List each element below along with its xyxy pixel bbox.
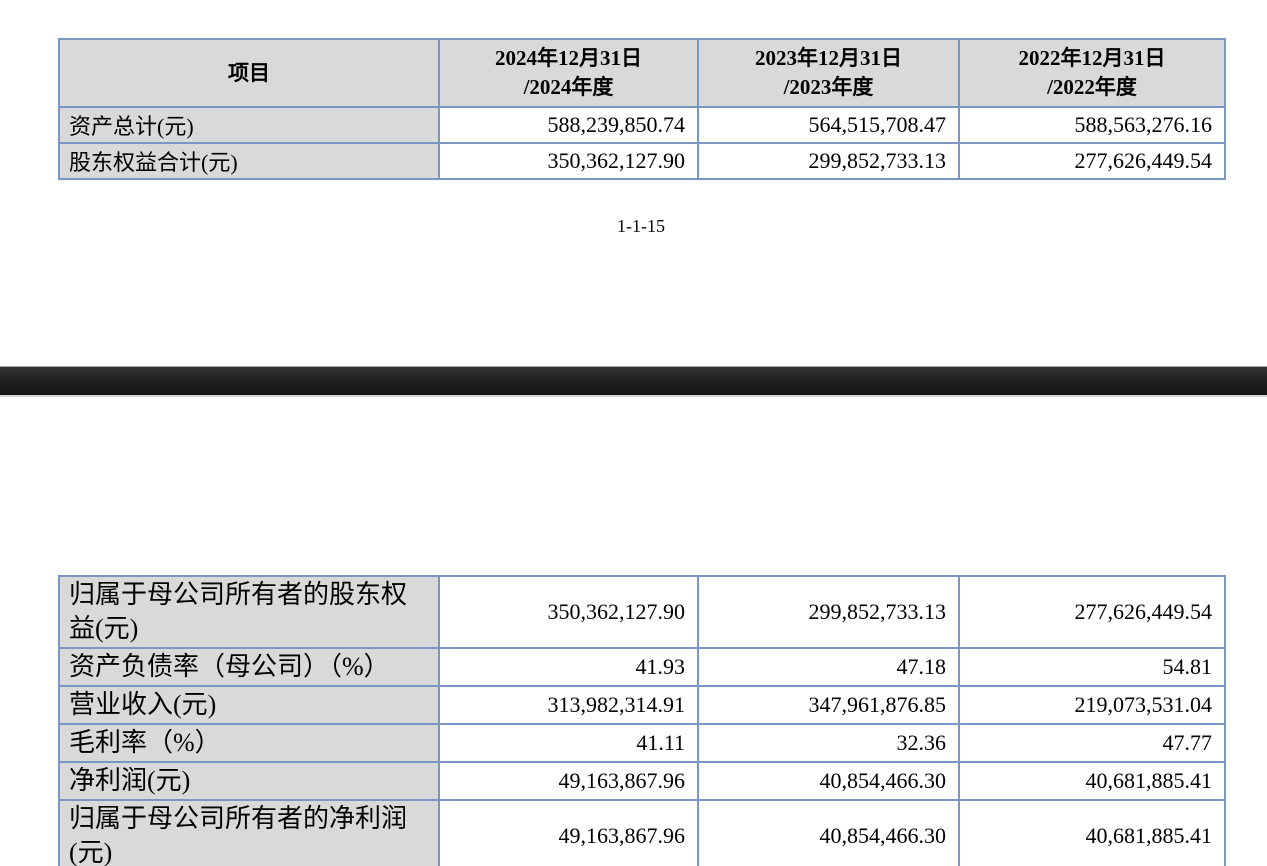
column-header-2022: 2022年12月31日 /2022年度 — [958, 38, 1226, 108]
row-label-cell: 营业收入(元) — [58, 685, 440, 725]
value-cell-2024: 41.93 — [438, 647, 699, 687]
value-cell-2023: 32.36 — [697, 723, 960, 763]
header-2024-line2: /2024年度 — [523, 75, 614, 99]
value-cell-2022: 54.81 — [958, 647, 1226, 687]
row-label-cell: 归属于母公司所有者的股东权益(元) — [58, 575, 440, 649]
value-cell-2024: 49,163,867.96 — [438, 761, 699, 801]
value-cell-2023: 299,852,733.13 — [697, 142, 960, 180]
value-cell-2022: 277,626,449.54 — [958, 575, 1226, 649]
header-2023-line1: 2023年12月31日 — [755, 46, 902, 70]
page-number: 1-1-15 — [617, 216, 665, 236]
header-2022-line2: /2022年度 — [1047, 75, 1137, 99]
value-cell-2024: 313,982,314.91 — [438, 685, 699, 725]
value-cell-2024: 49,163,867.96 — [438, 799, 699, 866]
value-cell-2024: 350,362,127.90 — [438, 575, 699, 649]
value-cell-2023: 40,854,466.30 — [697, 799, 960, 866]
financial-indicators-table-bottom: 归属于母公司所有者的股东权益(元) 350,362,127.90 299,852… — [58, 575, 1226, 866]
value-cell-2023: 347,961,876.85 — [697, 685, 960, 725]
value-cell-2024: 350,362,127.90 — [438, 142, 699, 180]
column-header-item: 项目 — [58, 38, 440, 108]
value-cell-2022: 277,626,449.54 — [958, 142, 1226, 180]
value-cell-2022: 40,681,885.41 — [958, 799, 1226, 866]
table-row-parent-net-profit: 归属于母公司所有者的净利润(元) 49,163,867.96 40,854,46… — [58, 799, 1226, 866]
value-cell-2022: 219,073,531.04 — [958, 685, 1226, 725]
value-cell-2023: 47.18 — [697, 647, 960, 687]
header-item-label: 项目 — [228, 60, 270, 85]
header-2022-line1: 2022年12月31日 — [1018, 46, 1166, 70]
row-label-cell: 资产负债率（母公司）（%） — [58, 647, 440, 687]
row-label-cell: 股东权益合计(元) — [58, 142, 440, 180]
value-cell-2023: 564,515,708.47 — [697, 106, 960, 144]
table-row-net-profit: 净利润(元) 49,163,867.96 40,854,466.30 40,68… — [58, 761, 1226, 801]
header-2023-line2: /2023年度 — [783, 75, 874, 99]
table-row-gross-margin: 毛利率（%） 41.11 32.36 47.77 — [58, 723, 1226, 763]
value-cell-2022: 40,681,885.41 — [958, 761, 1226, 801]
value-cell-2023: 40,854,466.30 — [697, 761, 960, 801]
row-label-cell: 毛利率（%） — [58, 723, 440, 763]
financial-summary-table-top: 项目 2024年12月31日 /2024年度 2023年12月31日 /2023… — [58, 38, 1226, 180]
value-cell-2022: 588,563,276.16 — [958, 106, 1226, 144]
row-label-cell: 净利润(元) — [58, 761, 440, 801]
table-row-total-equity: 股东权益合计(元) 350,362,127.90 299,852,733.13 … — [58, 142, 1226, 180]
table-row-debt-ratio: 资产负债率（母公司）（%） 41.93 47.18 54.81 — [58, 647, 1226, 687]
table-row-revenue: 营业收入(元) 313,982,314.91 347,961,876.85 21… — [58, 685, 1226, 725]
page-separator — [0, 366, 1267, 397]
value-cell-2023: 299,852,733.13 — [697, 575, 960, 649]
table-row-total-assets: 资产总计(元) 588,239,850.74 564,515,708.47 58… — [58, 106, 1226, 144]
column-header-2023: 2023年12月31日 /2023年度 — [697, 38, 960, 108]
value-cell-2024: 41.11 — [438, 723, 699, 763]
value-cell-2022: 47.77 — [958, 723, 1226, 763]
column-header-2024: 2024年12月31日 /2024年度 — [438, 38, 699, 108]
value-cell-2024: 588,239,850.74 — [438, 106, 699, 144]
row-label-cell: 资产总计(元) — [58, 106, 440, 144]
table-row-parent-equity: 归属于母公司所有者的股东权益(元) 350,362,127.90 299,852… — [58, 575, 1226, 649]
row-label-cell: 归属于母公司所有者的净利润(元) — [58, 799, 440, 866]
table-header-row: 项目 2024年12月31日 /2024年度 2023年12月31日 /2023… — [58, 38, 1226, 108]
header-2024-line1: 2024年12月31日 — [495, 46, 642, 70]
